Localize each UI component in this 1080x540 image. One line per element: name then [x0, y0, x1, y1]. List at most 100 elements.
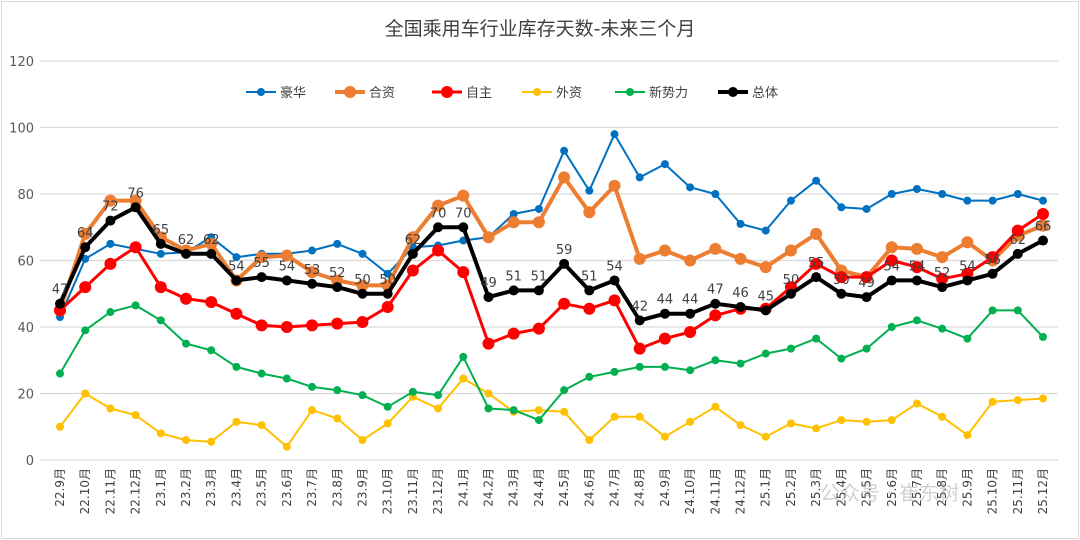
data-point-2 [1011, 224, 1024, 237]
data-label: 53 [304, 263, 321, 278]
data-point-5 [332, 282, 343, 293]
data-point-3 [1038, 394, 1047, 403]
data-point-2 [633, 342, 646, 355]
y-tick-label: 20 [17, 388, 34, 403]
data-point-5 [130, 202, 141, 213]
data-label: 66 [1035, 220, 1052, 235]
data-point-4 [963, 334, 972, 343]
legend-marker [344, 86, 356, 98]
data-point-0 [308, 246, 317, 255]
data-point-5 [80, 242, 91, 253]
data-label: 51 [581, 269, 598, 284]
data-point-4 [156, 316, 165, 325]
x-tick-label: 25.6月 [885, 468, 899, 507]
data-point-2 [129, 241, 142, 254]
legend-marker [533, 88, 541, 96]
data-label: 65 [153, 223, 170, 238]
series-line-0 [59, 133, 1044, 318]
data-point-1 [532, 216, 545, 229]
x-tick-label: 24.1月 [456, 468, 470, 507]
data-point-1 [633, 252, 646, 265]
data-point-5 [861, 292, 872, 303]
data-point-3 [484, 389, 493, 398]
data-point-5 [559, 258, 570, 269]
data-point-0 [736, 219, 745, 228]
data-point-2 [709, 309, 722, 322]
data-point-5 [155, 238, 166, 249]
data-point-4 [610, 367, 619, 376]
x-tick-label: 23.12月 [431, 468, 445, 514]
data-point-3 [761, 432, 770, 441]
data-point-4 [988, 306, 997, 315]
data-point-1 [810, 227, 823, 240]
data-point-4 [484, 404, 493, 413]
data-point-4 [106, 308, 115, 317]
data-point-2 [608, 294, 621, 307]
data-point-5 [987, 268, 998, 279]
data-point-0 [786, 196, 795, 205]
y-tick-label: 80 [17, 188, 34, 203]
data-point-2 [684, 325, 697, 338]
data-point-1 [936, 251, 949, 264]
data-point-3 [610, 412, 619, 421]
x-tick-label: 25.10月 [986, 468, 1000, 514]
data-point-2 [280, 321, 293, 333]
x-tick-label: 24.4月 [532, 468, 546, 507]
data-point-1 [280, 249, 293, 262]
data-point-2 [482, 337, 495, 350]
x-tick-label: 23.10月 [381, 468, 395, 514]
data-point-1 [734, 252, 747, 265]
data-point-5 [105, 215, 116, 226]
data-point-5 [609, 275, 620, 286]
data-point-5 [407, 248, 418, 259]
x-tick-label: 25.12月 [1036, 468, 1050, 514]
data-point-0 [560, 146, 569, 155]
data-label: 62 [203, 233, 220, 248]
data-point-4 [585, 372, 594, 381]
data-point-0 [660, 160, 669, 169]
data-point-2 [104, 257, 117, 270]
data-point-4 [207, 346, 216, 355]
data-point-5 [1012, 248, 1023, 259]
data-point-2 [154, 281, 167, 294]
data-point-5 [659, 308, 670, 319]
data-point-1 [79, 227, 92, 240]
x-tick-label: 23.6月 [280, 468, 294, 507]
data-point-4 [812, 334, 821, 343]
y-tick-label: 100 [9, 122, 34, 137]
data-point-0 [509, 209, 518, 218]
data-point-2 [910, 261, 923, 274]
data-point-3 [459, 374, 468, 383]
data-point-5 [206, 248, 217, 259]
data-point-2 [230, 307, 243, 320]
data-point-1 [910, 242, 923, 255]
data-label: 54 [959, 259, 976, 274]
data-point-5 [584, 285, 595, 296]
data-point-3 [207, 437, 216, 446]
data-point-0 [383, 269, 392, 278]
data-point-3 [257, 421, 266, 430]
data-point-5 [836, 288, 847, 299]
x-tick-label: 24.9月 [658, 468, 672, 507]
data-point-2 [986, 251, 999, 264]
x-tick-label: 24.11月 [708, 468, 722, 514]
data-label: 47 [52, 283, 69, 298]
y-tick-label: 40 [17, 321, 34, 336]
chart-title: 全国乘用车行业库存天数-未来三个月 [384, 18, 696, 40]
data-point-0 [585, 186, 594, 195]
x-tick-label: 25.8月 [935, 468, 949, 507]
x-tick-label: 23.4月 [229, 468, 243, 507]
data-point-4 [358, 391, 367, 400]
data-point-3 [434, 404, 443, 413]
data-point-3 [988, 397, 997, 406]
x-tick-label: 25.2月 [784, 468, 798, 507]
legend-label: 外资 [556, 86, 582, 101]
data-point-0 [686, 183, 695, 192]
data-point-0 [106, 239, 115, 248]
data-point-3 [862, 417, 871, 426]
x-tick-label: 23.9月 [355, 468, 369, 507]
data-point-3 [963, 431, 972, 440]
data-point-3 [534, 406, 543, 415]
data-point-2 [507, 327, 520, 340]
